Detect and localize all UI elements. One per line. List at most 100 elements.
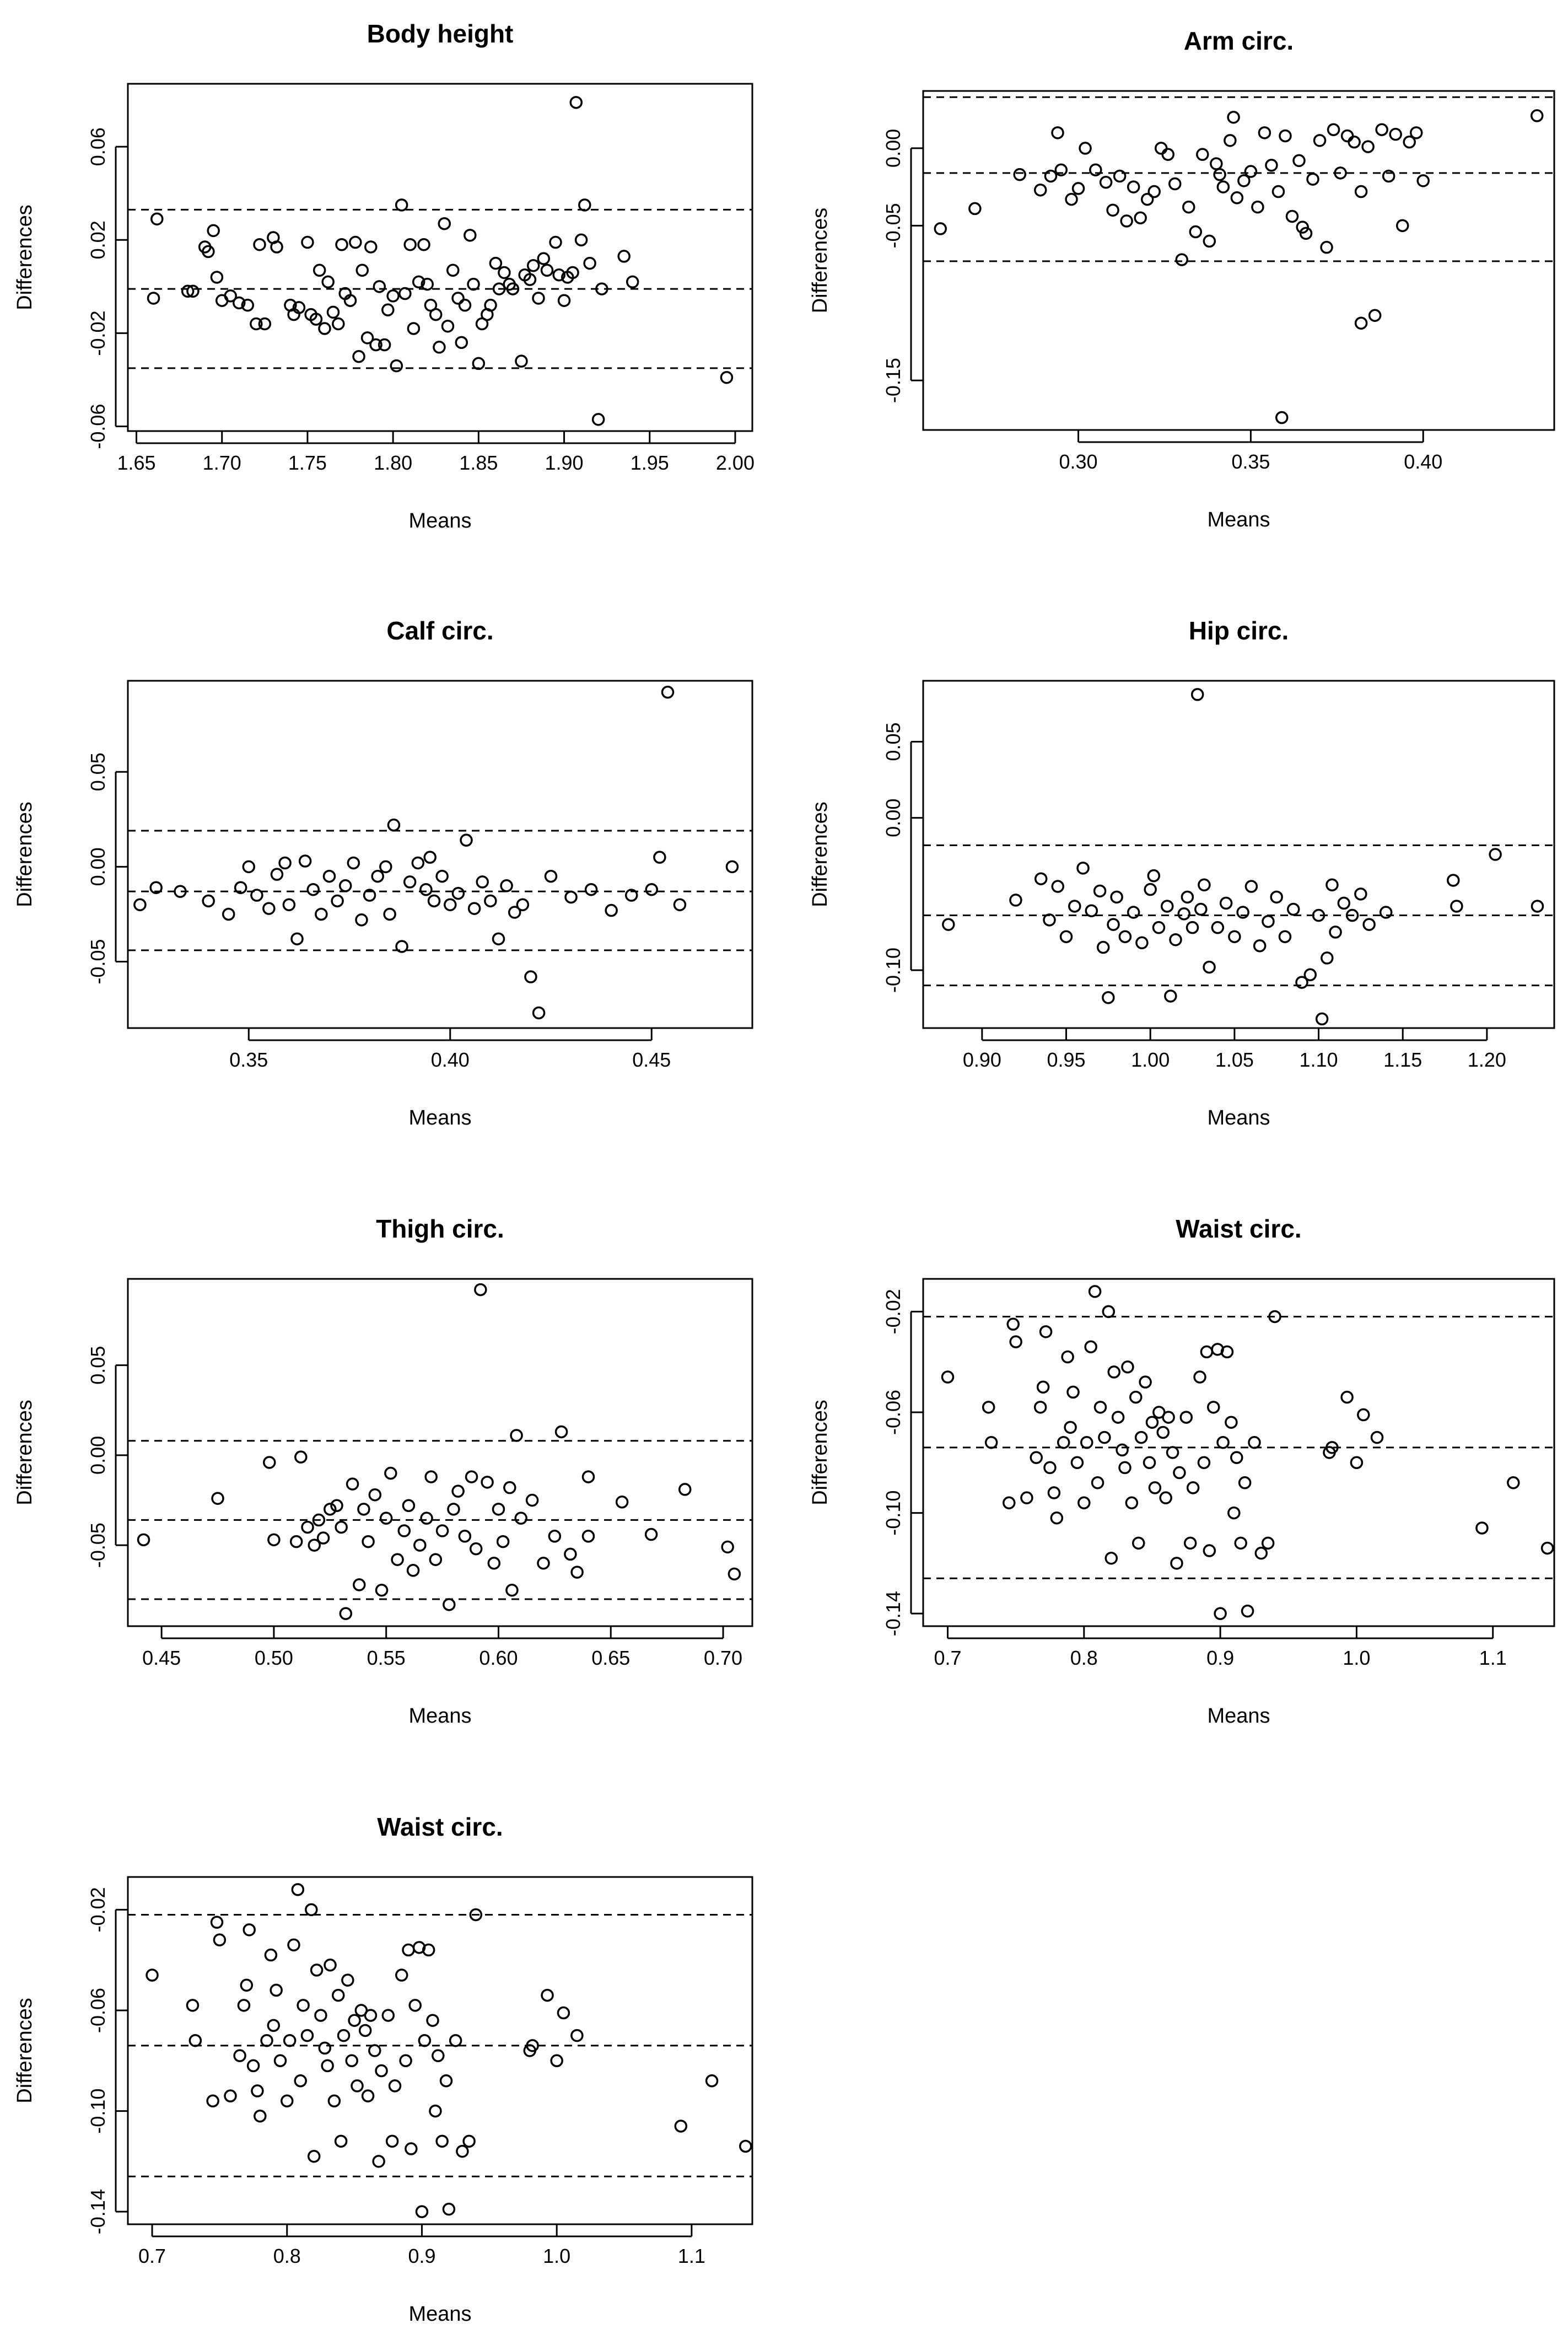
data-point xyxy=(1313,134,1327,147)
data-point xyxy=(515,354,528,368)
x-tick-label: 0.8 xyxy=(273,2245,301,2267)
data-point xyxy=(314,2009,327,2022)
data-point xyxy=(270,868,284,881)
x-tick-label: 0.50 xyxy=(255,1647,293,1669)
data-point xyxy=(526,259,540,272)
data-point xyxy=(1065,192,1078,206)
data-point xyxy=(224,289,237,303)
data-point xyxy=(1084,1340,1097,1354)
data-point xyxy=(1251,200,1264,214)
data-point xyxy=(1216,1435,1230,1449)
data-point xyxy=(206,2094,219,2108)
data-point xyxy=(1507,1476,1520,1489)
data-point xyxy=(405,2142,418,2155)
data-point xyxy=(417,238,430,251)
data-point xyxy=(1200,1345,1214,1359)
data-point xyxy=(1292,154,1306,168)
data-point xyxy=(337,2029,351,2042)
data-point xyxy=(1107,918,1120,931)
data-point xyxy=(1003,1496,1016,1510)
data-point xyxy=(1379,906,1393,919)
panel-title: Hip circ. xyxy=(1189,616,1289,645)
data-point xyxy=(312,263,326,277)
data-point xyxy=(1325,1441,1339,1454)
data-point xyxy=(1357,1408,1370,1422)
data-point xyxy=(581,1530,595,1543)
data-point xyxy=(362,1535,375,1548)
x-tick-label: 0.55 xyxy=(367,1647,406,1669)
panel-1: Body height 1.65 1.70 1.75 1.80 1.85 1.90 1.95 2… xyxy=(13,19,755,533)
data-point xyxy=(385,2134,399,2148)
data-point xyxy=(211,1492,224,1505)
data-point xyxy=(395,198,408,212)
data-point xyxy=(1321,951,1334,965)
data-point xyxy=(1261,1536,1275,1550)
x-axis-label: Means xyxy=(408,2303,471,2326)
data-point xyxy=(661,685,675,699)
data-point xyxy=(1403,135,1416,149)
data-point xyxy=(455,336,468,349)
data-point xyxy=(188,2034,202,2047)
y-tick-label: -0.02 xyxy=(882,1289,904,1334)
data-point xyxy=(411,856,425,870)
data-point xyxy=(532,1006,546,1020)
data-point xyxy=(289,1535,303,1548)
data-point xyxy=(419,883,433,896)
data-point xyxy=(381,303,395,316)
data-point xyxy=(361,2089,375,2102)
data-point xyxy=(1179,1411,1193,1424)
data-point xyxy=(1268,1310,1281,1324)
data-point xyxy=(1334,166,1347,180)
x-tick-label: 1.75 xyxy=(288,451,327,474)
data-point xyxy=(725,860,739,874)
data-point xyxy=(1368,309,1382,322)
data-point xyxy=(578,198,591,212)
data-point xyxy=(505,1583,519,1597)
x-tick-label: 0.9 xyxy=(1206,1647,1234,1669)
data-point xyxy=(458,1530,472,1543)
data-point xyxy=(254,2109,267,2123)
data-point xyxy=(1175,253,1189,266)
y-tick-label: -0.10 xyxy=(882,948,904,993)
data-point xyxy=(984,1435,998,1449)
data-point xyxy=(264,1948,278,1962)
data-point xyxy=(1050,1511,1064,1525)
data-point xyxy=(398,287,412,300)
data-point xyxy=(1089,163,1102,176)
data-point xyxy=(728,1567,741,1581)
x-tick-label: 1.1 xyxy=(1479,1647,1507,1669)
data-point xyxy=(1210,157,1223,170)
data-point xyxy=(360,331,374,345)
data-point xyxy=(1345,908,1359,922)
data-point xyxy=(484,298,497,312)
panel-4: Hip circ. 0.90 0.95 1.00 1.05 1.10 1.15 1.20 -0.… xyxy=(809,616,1555,1129)
x-tick-label: 0.7 xyxy=(934,1647,961,1669)
data-point xyxy=(570,1566,584,1579)
data-point xyxy=(1051,880,1065,893)
x-tick-label: 1.15 xyxy=(1383,1048,1422,1071)
data-point xyxy=(1161,148,1174,161)
data-point xyxy=(312,1513,326,1527)
x-axis-label: Means xyxy=(408,509,471,533)
data-point xyxy=(375,2064,388,2078)
data-point xyxy=(557,2006,570,2020)
y-tick-label: -0.06 xyxy=(87,1988,109,2033)
data-point xyxy=(1303,968,1317,982)
x-tick-label: 1.80 xyxy=(374,451,412,474)
data-point xyxy=(357,1503,370,1516)
data-point xyxy=(390,359,403,373)
data-point xyxy=(1540,1541,1554,1555)
data-point xyxy=(1241,1604,1254,1618)
data-point xyxy=(346,1477,359,1491)
data-point xyxy=(292,301,306,314)
data-point xyxy=(537,1557,550,1570)
y-tick-label: 0.00 xyxy=(882,129,904,168)
data-point xyxy=(251,2084,264,2097)
data-point xyxy=(739,2139,752,2153)
data-point xyxy=(540,263,554,277)
data-point xyxy=(1234,1536,1247,1550)
data-point xyxy=(1182,200,1195,214)
data-point xyxy=(1116,1443,1129,1457)
data-point xyxy=(942,918,955,931)
data-point xyxy=(441,319,455,333)
